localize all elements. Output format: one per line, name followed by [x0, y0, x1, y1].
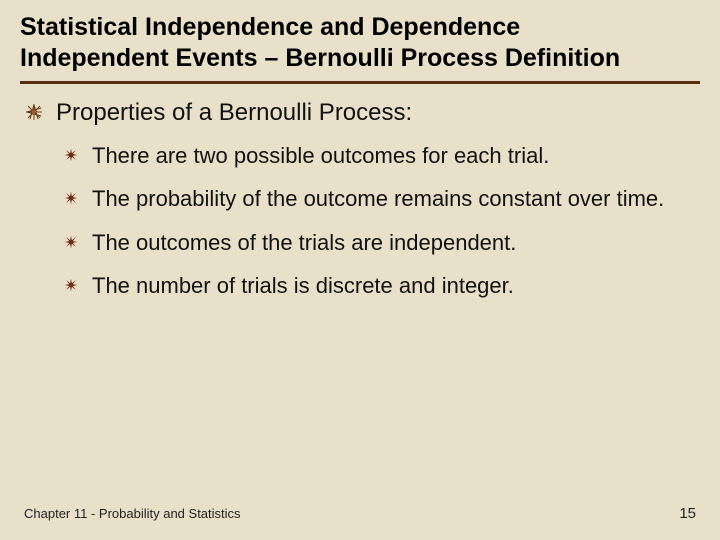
content-block: Properties of a Bernoulli Process: There… — [20, 98, 700, 300]
star-bullet-icon — [64, 191, 78, 205]
lvl2-text: There are two possible outcomes for each… — [92, 142, 549, 170]
title-line-1: Statistical Independence and Dependence — [20, 12, 700, 43]
lvl2-text: The number of trials is discrete and int… — [92, 272, 514, 300]
footer: Chapter 11 - Probability and Statistics … — [0, 505, 720, 522]
star-bullet-icon — [64, 235, 78, 249]
star-bullet-icon — [64, 148, 78, 162]
lvl1-text: Properties of a Bernoulli Process: — [56, 98, 412, 128]
lvl2-text: The probability of the outcome remains c… — [92, 185, 664, 213]
star-bullet-icon — [64, 278, 78, 292]
bullet-row-lvl2: There are two possible outcomes for each… — [26, 142, 700, 170]
bullet-row-lvl1: Properties of a Bernoulli Process: — [26, 98, 700, 128]
title-line-2: Independent Events – Bernoulli Process D… — [20, 43, 700, 74]
slide: Statistical Independence and Dependence … — [0, 0, 720, 540]
bullet-row-lvl2: The number of trials is discrete and int… — [26, 272, 700, 300]
title-divider — [20, 81, 700, 84]
footer-chapter: Chapter 11 - Probability and Statistics — [24, 506, 241, 521]
title-block: Statistical Independence and Dependence … — [20, 12, 700, 75]
lvl2-text: The outcomes of the trials are independe… — [92, 229, 516, 257]
bullet-row-lvl2: The outcomes of the trials are independe… — [26, 229, 700, 257]
sunburst-bullet-icon — [26, 104, 42, 120]
footer-page-number: 15 — [679, 505, 696, 522]
bullet-row-lvl2: The probability of the outcome remains c… — [26, 185, 700, 213]
